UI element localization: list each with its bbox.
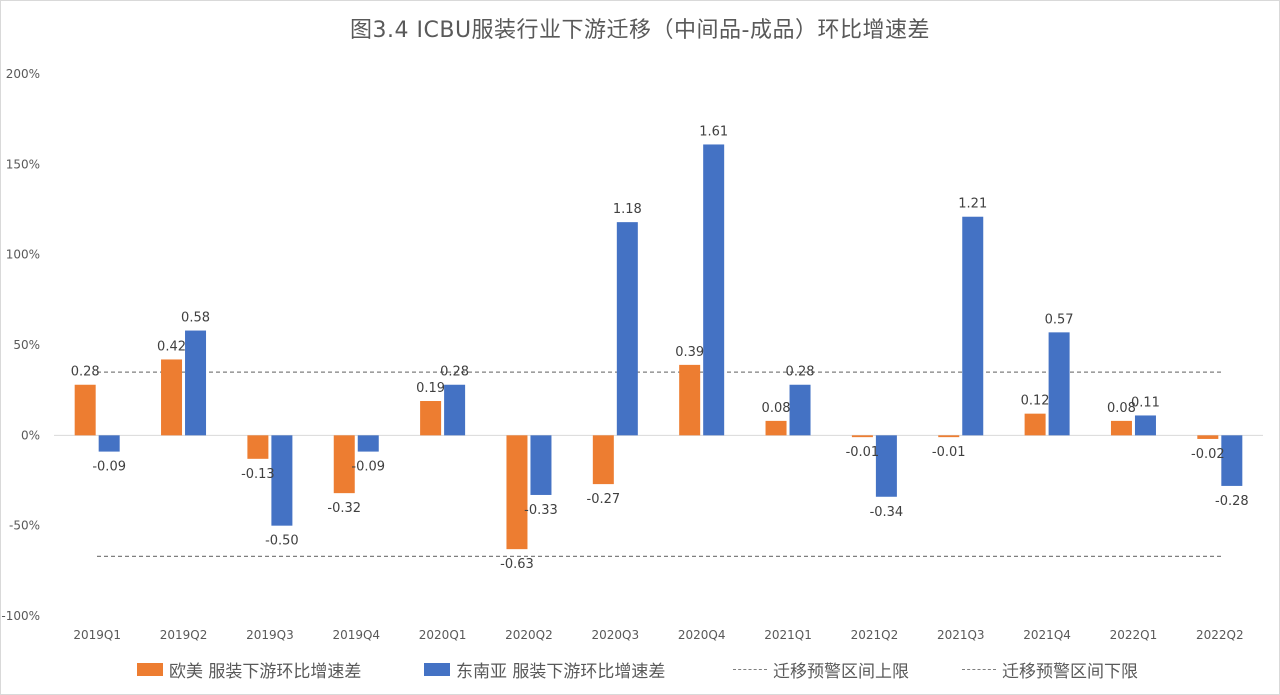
legend-item-series-1: 东南亚 服装下游环比增速差 <box>424 656 665 682</box>
bar-series-0 <box>506 435 528 550</box>
bar-series-1 <box>357 435 379 452</box>
bar-series-1 <box>1134 415 1156 436</box>
reference-lines <box>97 371 1222 558</box>
legend: 欧美 服装下游环比增速差 东南亚 服装下游环比增速差 迁移预警区间上限 迁移预警… <box>0 656 1280 682</box>
bar-series-0 <box>74 384 96 436</box>
data-label-series-0: 0.42 <box>157 339 186 354</box>
x-tick-label: 2020Q3 <box>592 628 640 642</box>
y-tick-label: -100% <box>1 609 40 623</box>
y-tick-label: 0% <box>21 428 40 442</box>
data-label-series-1: -0.28 <box>1215 494 1249 509</box>
x-tick-label: 2020Q4 <box>678 628 726 642</box>
bar-series-1 <box>875 435 897 497</box>
legend-item-lower-limit: 迁移预警区间下限 <box>962 656 1138 682</box>
data-label-series-0: 0.39 <box>675 345 704 360</box>
bar-series-0 <box>247 435 269 459</box>
data-label-series-0: -0.63 <box>500 557 534 572</box>
data-label-series-1: 0.57 <box>1045 312 1074 327</box>
bar-series-1 <box>703 144 725 436</box>
bar-series-0 <box>161 359 183 436</box>
data-label-series-0: 0.19 <box>416 381 445 396</box>
x-tick-label: 2020Q2 <box>505 628 553 642</box>
bar-series-0 <box>333 435 355 494</box>
x-tick-label: 2021Q4 <box>1023 628 1071 642</box>
data-label-series-1: 1.18 <box>613 202 642 217</box>
data-label-series-1: 0.58 <box>181 311 210 326</box>
y-tick-label: 100% <box>6 248 40 262</box>
legend-label-series-0: 欧美 服装下游环比增速差 <box>169 661 362 682</box>
y-tick-label: 200% <box>6 67 40 81</box>
x-tick-label: 2020Q1 <box>419 628 467 642</box>
legend-dash-upper-limit <box>733 668 767 670</box>
data-label-series-1: 0.11 <box>1131 395 1160 410</box>
legend-dash-lower-limit <box>962 668 996 670</box>
y-axis: 200% 150% 100% 50% 0% -50% -100% <box>1 67 40 623</box>
data-label-series-1: -0.09 <box>92 460 126 475</box>
legend-label-series-1: 东南亚 服装下游环比增速差 <box>456 661 666 682</box>
legend-item-upper-limit: 迁移预警区间上限 <box>733 656 909 682</box>
bar-series-0 <box>1024 413 1046 436</box>
bar-series-1 <box>530 435 552 495</box>
data-label-series-1: -0.50 <box>265 534 299 549</box>
data-label-series-0: 0.12 <box>1021 394 1050 409</box>
legend-item-series-0: 欧美 服装下游环比增速差 <box>137 656 361 682</box>
bars <box>74 144 1243 550</box>
bar-series-1 <box>98 435 120 452</box>
bar-series-1 <box>789 384 811 436</box>
data-label-series-1: -0.33 <box>524 503 558 518</box>
data-label-series-0: -0.01 <box>932 445 966 460</box>
bar-series-1 <box>185 330 207 436</box>
x-tick-label: 2019Q3 <box>246 628 294 642</box>
legend-swatch-series-1 <box>424 662 450 676</box>
data-label-series-0: -0.02 <box>1191 447 1225 462</box>
y-tick-label: 50% <box>13 338 40 352</box>
data-label-series-0: 0.28 <box>71 365 100 380</box>
chart-title: 图3.4 ICBU服装行业下游迁移（中间品-成品）环比增速差 <box>350 18 930 43</box>
bar-series-0 <box>420 401 442 436</box>
data-label-series-0: 0.08 <box>762 401 791 416</box>
x-axis: 2019Q1 2019Q2 2019Q3 2019Q4 2020Q1 2020Q2 2020… <box>73 628 1243 642</box>
bar-series-0 <box>1197 435 1219 439</box>
x-tick-label: 2021Q3 <box>937 628 985 642</box>
bar-series-0 <box>679 364 701 436</box>
legend-label-upper-limit: 迁移预警区间上限 <box>773 661 909 682</box>
x-tick-label: 2022Q2 <box>1196 628 1244 642</box>
bar-series-0 <box>592 435 614 485</box>
x-tick-label: 2022Q1 <box>1110 628 1158 642</box>
data-label-series-1: 0.28 <box>440 365 469 380</box>
x-tick-label: 2021Q1 <box>764 628 812 642</box>
bar-series-1 <box>271 435 293 526</box>
data-label-series-0: -0.13 <box>241 467 275 482</box>
bar-series-1 <box>1048 332 1070 436</box>
bar-series-0 <box>765 420 787 436</box>
data-label-series-0: -0.27 <box>587 492 621 507</box>
bar-series-0 <box>1110 420 1132 436</box>
bar-series-1 <box>444 384 466 436</box>
data-labels: 0.28 -0.09 0.42 0.58 -0.13 -0.50 -0.32 -0.09 0.1… <box>71 124 1249 572</box>
data-label-series-1: -0.09 <box>351 460 385 475</box>
x-tick-label: 2019Q4 <box>332 628 380 642</box>
bar-series-1 <box>1221 435 1243 486</box>
data-label-series-1: -0.34 <box>870 505 904 520</box>
data-label-series-1: 1.61 <box>699 124 728 139</box>
x-tick-label: 2019Q1 <box>73 628 121 642</box>
x-tick-label: 2019Q2 <box>160 628 208 642</box>
legend-swatch-series-0 <box>137 662 163 676</box>
bar-series-1 <box>962 216 984 436</box>
bar-series-0 <box>851 435 873 438</box>
y-tick-label: 150% <box>6 157 40 171</box>
data-label-series-0: -0.01 <box>846 445 880 460</box>
bar-series-1 <box>616 222 638 436</box>
data-label-series-1: 0.28 <box>786 365 815 380</box>
x-tick-label: 2021Q2 <box>851 628 899 642</box>
data-label-series-1: 1.21 <box>958 197 987 212</box>
y-tick-label: -50% <box>9 519 40 533</box>
bar-series-0 <box>938 435 960 438</box>
data-label-series-0: 0.08 <box>1107 401 1136 416</box>
legend-label-lower-limit: 迁移预警区间下限 <box>1002 661 1138 682</box>
data-label-series-0: -0.32 <box>327 501 361 516</box>
